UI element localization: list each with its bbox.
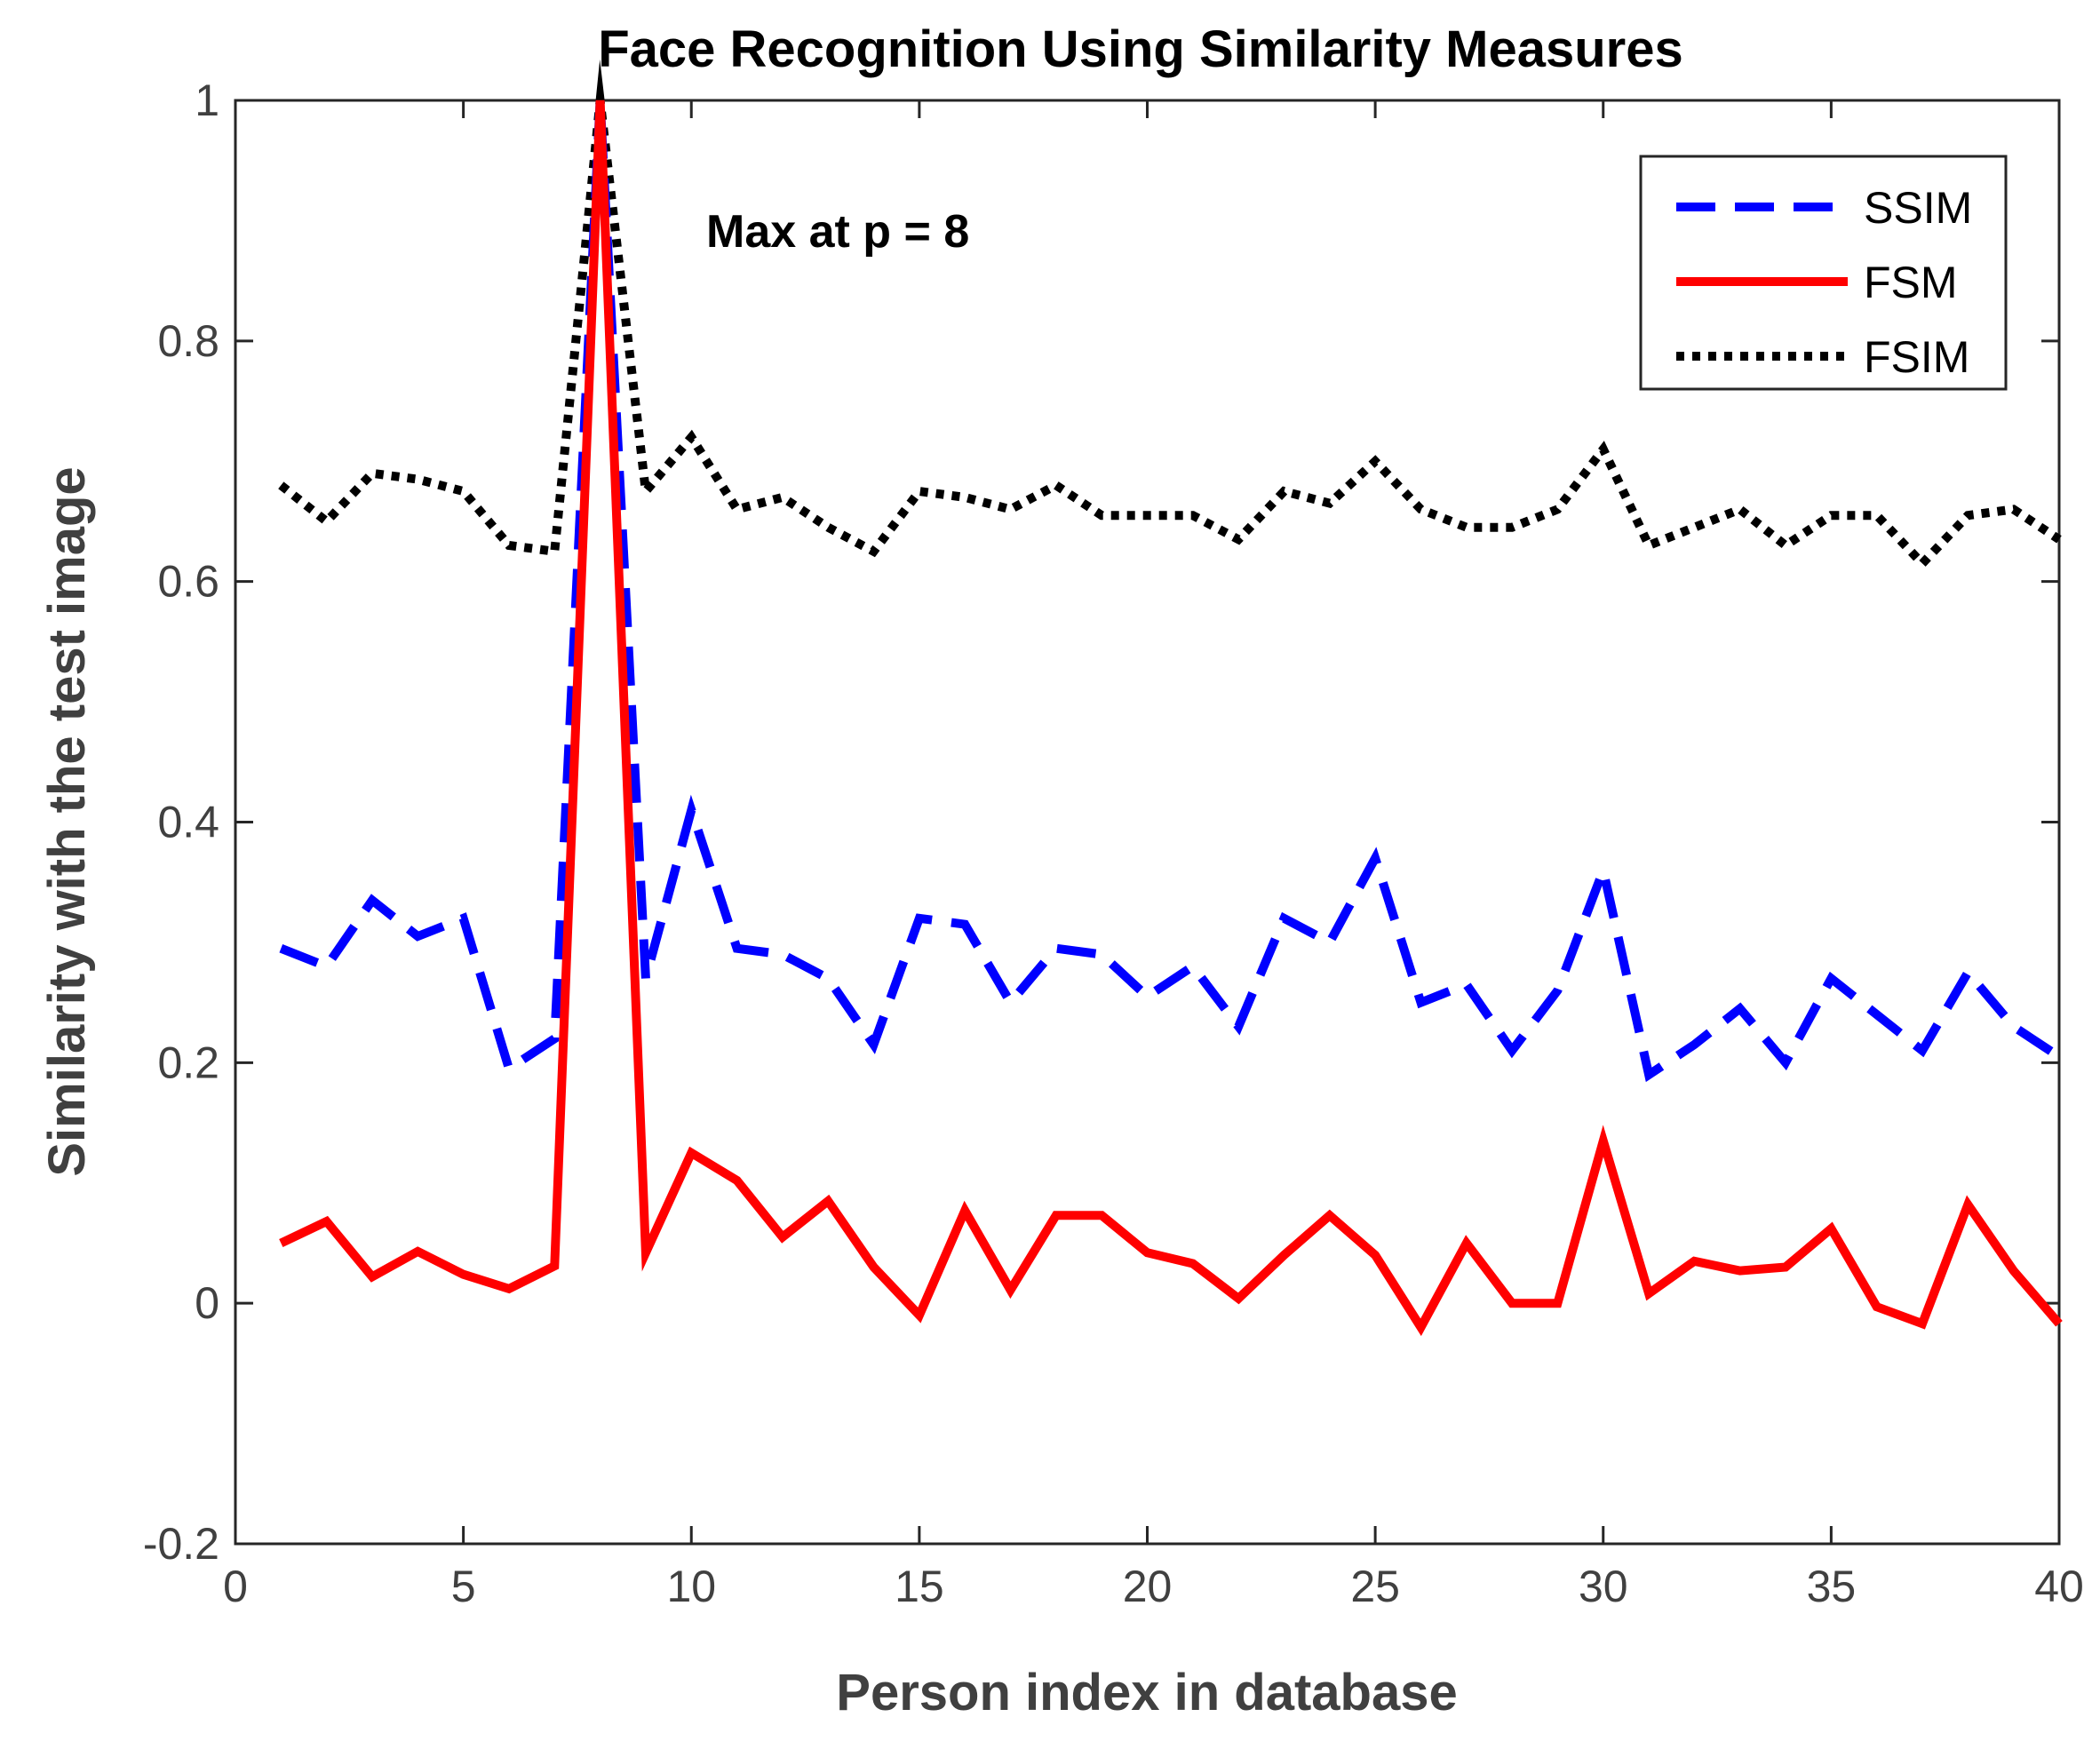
y-tick-label: 0 — [195, 1278, 219, 1328]
y-tick-label: 1 — [195, 76, 219, 125]
x-tick-label: 15 — [895, 1562, 944, 1611]
x-tick-label: 35 — [1807, 1562, 1857, 1611]
x-tick-label: 0 — [223, 1562, 248, 1611]
x-tick-label: 30 — [1579, 1562, 1628, 1611]
x-tick-label: 25 — [1350, 1562, 1400, 1611]
max-annotation: Max at p = 8 — [706, 206, 969, 258]
y-tick-label: -0.2 — [143, 1519, 219, 1569]
series-layer — [278, 59, 2063, 1337]
y-tick-label: 0.4 — [157, 798, 219, 847]
x-tick-label: 10 — [666, 1562, 716, 1611]
legend-label-fsim: FSIM — [1864, 332, 1969, 382]
x-tick-label: 40 — [2034, 1562, 2084, 1611]
x-tick-label: 5 — [451, 1562, 476, 1611]
legend-box — [1639, 155, 2008, 391]
y-tick-label: 0.8 — [157, 316, 219, 366]
legend: SSIM FSM FSIM — [1639, 155, 2008, 391]
series-line-fsm — [279, 99, 2063, 1337]
series-line-fsim — [278, 59, 2062, 570]
chart-title: Face Recognition Using Similarity Measur… — [598, 20, 1683, 78]
y-axis: -0.2 0 0.2 0.4 0.6 0.8 1 — [143, 76, 2059, 1569]
y-tick-label: 0.6 — [157, 557, 219, 607]
y-axis-label: Similarity with the test image — [38, 466, 96, 1176]
x-tick-label: 20 — [1123, 1562, 1173, 1611]
legend-label-fsm: FSM — [1864, 258, 1958, 307]
legend-label-ssim: SSIM — [1864, 183, 1972, 233]
x-axis-label: Person index in database — [836, 1664, 1457, 1721]
x-axis: 0 5 10 15 20 25 30 35 40 — [223, 100, 2084, 1611]
y-tick-label: 0.2 — [157, 1037, 219, 1087]
